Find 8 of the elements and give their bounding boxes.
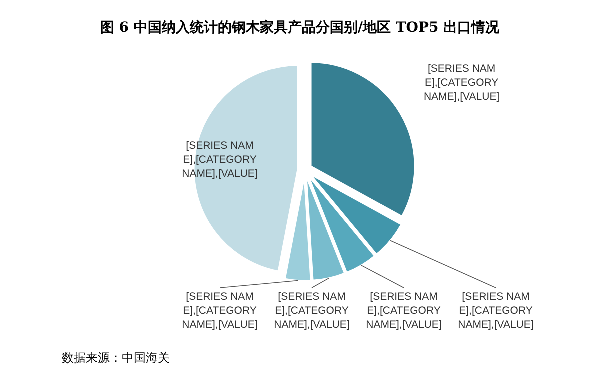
slice-label: [SERIES NAME],[CATEGORY NAME],[VALUE] bbox=[422, 62, 501, 104]
source-note: 数据来源：中国海关 bbox=[62, 351, 170, 365]
chart-title: 图 6 中国纳入统计的钢木家具产品分国别/地区 TOP5 出口情况 bbox=[100, 19, 501, 36]
slice-label: [SERIES NAME],[CATEGORY NAME],[VALUE] bbox=[273, 290, 351, 332]
slice-label: [SERIES NAME],[CATEGORY NAME],[VALUE] bbox=[181, 290, 259, 332]
slice-label: [SERIES NAME],[CATEGORY NAME],[VALUE] bbox=[365, 290, 443, 332]
slice-label: [SERIES NAME],[CATEGORY NAME],[VALUE] bbox=[181, 139, 259, 182]
slice-label: [SERIES NAME],[CATEGORY NAME],[VALUE] bbox=[457, 290, 535, 332]
